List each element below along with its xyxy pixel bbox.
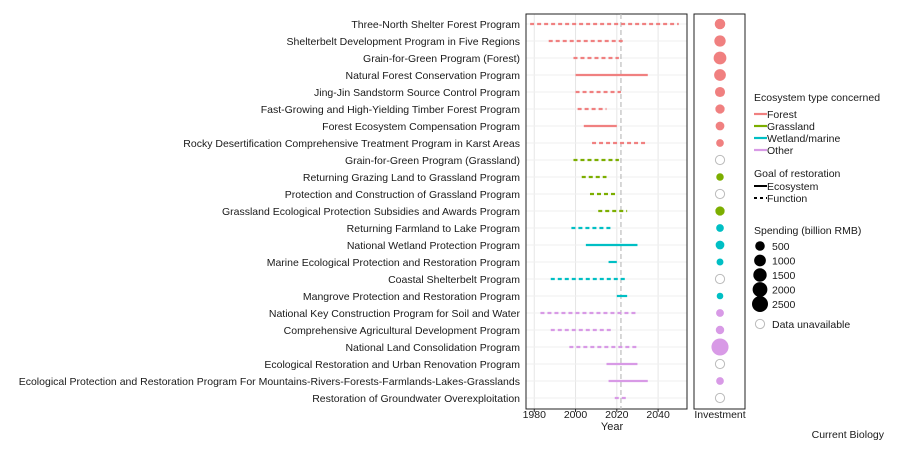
investment-bubble (714, 35, 726, 47)
investment-bubble-unavailable (714, 273, 726, 285)
program-label: Shelterbelt Development Program in Five … (287, 36, 520, 48)
program-label: Grain-for-Green Program (Forest) (363, 53, 520, 65)
investment-bubble (716, 224, 724, 232)
investment-bubble (716, 258, 724, 266)
program-label: Coastal Shelterbelt Program (388, 274, 520, 286)
program-label: Grain-for-Green Program (Grassland) (345, 155, 520, 167)
legend-spending-circle (754, 254, 766, 267)
program-label: National Land Consolidation Program (345, 342, 520, 354)
program-label: Restoration of Groundwater Overexploitat… (312, 393, 520, 405)
investment-bubble-unavailable (714, 358, 726, 370)
legend-type-title: Ecosystem type concerned (754, 92, 880, 104)
investment-bubble (716, 292, 724, 300)
program-label: Forest Ecosystem Compensation Program (322, 121, 520, 133)
legend-spending-label: 2500 (772, 299, 796, 311)
investment-panel-border (693, 13, 746, 410)
legend-type-label: Other (767, 145, 794, 157)
program-label: Three-North Shelter Forest Program (351, 19, 520, 31)
investment-bubbles (711, 18, 729, 404)
investment-bubble (713, 51, 727, 65)
legend-type-label: Grassland (767, 121, 815, 133)
investment-bubble (715, 104, 725, 114)
program-label: Mangrove Protection and Restoration Prog… (303, 291, 520, 303)
investment-bubble (715, 206, 725, 216)
program-rows: Three-North Shelter Forest Program Shelte… (19, 19, 679, 405)
legend-goal-title: Goal of restoration (754, 168, 841, 180)
legend-type-label: Wetland/marine (767, 133, 841, 145)
journal-credit: Current Biology (812, 429, 885, 441)
program-label: Comprehensive Agricultural Development P… (284, 325, 521, 337)
program-label: National Wetland Protection Program (347, 240, 520, 252)
program-label: Protection and Construction of Grassland… (285, 189, 520, 201)
legend-spending-circle (752, 296, 768, 312)
program-label: Grassland Ecological Protection Subsidie… (222, 206, 520, 218)
program-label: Natural Forest Conservation Program (346, 70, 521, 82)
investment-bubble (716, 173, 724, 181)
legend-goal-label: Function (767, 193, 807, 205)
program-label: Jing-Jin Sandstorm Source Control Progra… (314, 87, 520, 99)
investment-bubble (714, 86, 726, 98)
legend-goal-label: Ecosystem (767, 181, 819, 193)
program-label: National Key Construction Program for So… (269, 308, 521, 320)
investment-bubble (715, 240, 725, 250)
legend-spending-circle (755, 241, 765, 251)
investment-bubble (715, 325, 725, 335)
legend-spending-label: 1000 (772, 256, 796, 268)
investment-bubble (716, 139, 724, 147)
investment-bubble (711, 338, 729, 356)
investment-panel-label: Investment (694, 409, 745, 421)
investment-bubble (714, 18, 726, 30)
program-label: Marine Ecological Protection and Restora… (267, 257, 521, 269)
timeline-panel-border (525, 13, 688, 410)
legend-unavailable-circle (754, 318, 766, 330)
program-label: Ecological Protection and Restoration Pr… (19, 376, 520, 388)
program-label: Returning Farmland to Lake Program (347, 223, 521, 235)
investment-bubble-unavailable (714, 154, 726, 166)
x-tick-label: 2020 (605, 409, 629, 421)
legend: Ecosystem type concerned ForestGrasslandW… (752, 92, 880, 331)
legend-spending-circle (752, 282, 768, 297)
legend-unavailable-label: Data unavailable (772, 319, 850, 331)
legend-type-label: Forest (767, 109, 797, 121)
investment-bubble-unavailable (714, 188, 726, 200)
investment-bubble (714, 69, 726, 81)
legend-spending-label: 2000 (772, 285, 796, 297)
program-label: Rocky Desertification Comprehensive Trea… (183, 138, 520, 150)
investment-bubble (716, 309, 724, 317)
program-label: Returning Grazing Land to Grassland Prog… (303, 172, 520, 184)
program-label: Ecological Restoration and Urban Renovat… (264, 359, 520, 371)
investment-bubble (715, 121, 725, 131)
program-label: Fast-Growing and High-Yielding Timber Fo… (261, 104, 521, 116)
legend-spending-circle (753, 268, 767, 282)
legend-spending-title: Spending (billion RMB) (754, 225, 861, 237)
x-tick-label: 2040 (646, 409, 670, 421)
investment-bubble-unavailable (714, 392, 726, 404)
x-axis-title: Year (601, 421, 624, 433)
x-tick-label: 2000 (564, 409, 588, 421)
investment-bubble (716, 377, 724, 385)
legend-spending-label: 1500 (772, 270, 796, 282)
x-axis: 1980 2000 2020 2040 (523, 409, 670, 421)
legend-spending-label: 500 (772, 241, 790, 253)
x-tick-label: 1980 (523, 409, 547, 421)
